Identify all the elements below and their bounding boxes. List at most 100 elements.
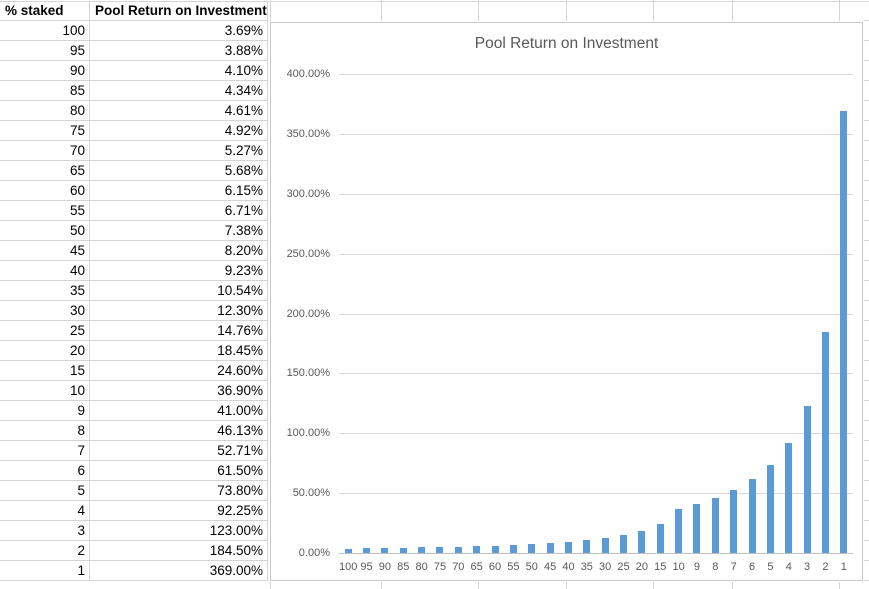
chart-bar-70[interactable] xyxy=(454,547,462,553)
cell-staked[interactable]: 15 xyxy=(0,361,90,380)
cell-roi[interactable]: 184.50% xyxy=(90,541,268,560)
cell-roi[interactable]: 4.10% xyxy=(90,61,268,80)
chart-bar-60[interactable] xyxy=(491,546,499,553)
cell-roi[interactable]: 123.00% xyxy=(90,521,268,540)
chart-bar-75[interactable] xyxy=(436,547,444,553)
chart-bar-7[interactable] xyxy=(730,490,738,553)
cell-roi[interactable]: 36.90% xyxy=(90,381,268,400)
chart-title[interactable]: Pool Return on Investment xyxy=(474,35,659,52)
cell-roi[interactable]: 3.69% xyxy=(90,21,268,40)
chart-bar-90[interactable] xyxy=(381,548,389,553)
header-cell-roi[interactable]: Pool Return on Investment xyxy=(90,1,268,20)
chart-bar-40[interactable] xyxy=(564,542,572,553)
cell-roi[interactable]: 4.92% xyxy=(90,121,268,140)
cell-roi[interactable]: 6.71% xyxy=(90,201,268,220)
cell-staked[interactable]: 1 xyxy=(0,561,90,580)
chart-bar-35[interactable] xyxy=(583,540,591,553)
chart-bar-2[interactable] xyxy=(821,332,829,553)
cell-roi[interactable]: 41.00% xyxy=(90,401,268,420)
cell-staked[interactable]: 6 xyxy=(0,461,90,480)
cell-staked[interactable]: 95 xyxy=(0,41,90,60)
sheet-gridline xyxy=(478,582,479,589)
cell-staked[interactable]: 55 xyxy=(0,201,90,220)
cell-staked[interactable]: 9 xyxy=(0,401,90,420)
chart-bar-9[interactable] xyxy=(693,504,701,553)
cell-staked[interactable]: 2 xyxy=(0,541,90,560)
cell-staked[interactable]: 20 xyxy=(0,341,90,360)
chart-bar-85[interactable] xyxy=(399,548,407,553)
cell-staked[interactable]: 10 xyxy=(0,381,90,400)
cell-roi[interactable]: 52.71% xyxy=(90,441,268,460)
sheet-gridline xyxy=(270,0,271,21)
cell-roi[interactable]: 92.25% xyxy=(90,501,268,520)
chart-bar-65[interactable] xyxy=(473,546,481,553)
cell-roi[interactable]: 12.30% xyxy=(90,301,268,320)
sheet-gridline xyxy=(478,0,479,21)
cell-staked[interactable]: 5 xyxy=(0,481,90,500)
cell-roi[interactable]: 4.61% xyxy=(90,101,268,120)
table-row: 6 61.50% xyxy=(0,461,268,481)
chart-bar-95[interactable] xyxy=(363,548,371,553)
cell-roi[interactable]: 7.38% xyxy=(90,221,268,240)
chart-bar-20[interactable] xyxy=(638,531,646,553)
cell-roi[interactable]: 5.27% xyxy=(90,141,268,160)
chart-bar-50[interactable] xyxy=(528,544,536,553)
cell-staked[interactable]: 35 xyxy=(0,281,90,300)
table-header-row: % staked Pool Return on Investment xyxy=(0,1,268,21)
cell-roi[interactable]: 6.15% xyxy=(90,181,268,200)
cell-staked[interactable]: 8 xyxy=(0,421,90,440)
chart-bar-8[interactable] xyxy=(711,498,719,553)
cell-roi[interactable]: 3.88% xyxy=(90,41,268,60)
cell-roi[interactable]: 8.20% xyxy=(90,241,268,260)
table-row: 10 36.90% xyxy=(0,381,268,401)
chart-bar-6[interactable] xyxy=(748,479,756,553)
cell-staked[interactable]: 65 xyxy=(0,161,90,180)
cell-staked[interactable]: 7 xyxy=(0,441,90,460)
cell-roi[interactable]: 46.13% xyxy=(90,421,268,440)
cell-staked[interactable]: 30 xyxy=(0,301,90,320)
chart-bar-4[interactable] xyxy=(785,443,793,553)
chart-bar-30[interactable] xyxy=(601,538,609,553)
cell-staked[interactable]: 50 xyxy=(0,221,90,240)
cell-staked[interactable]: 60 xyxy=(0,181,90,200)
x-axis-tick-label: 9 xyxy=(693,561,701,573)
chart-bar-55[interactable] xyxy=(509,545,517,553)
table-row: 15 24.60% xyxy=(0,361,268,381)
cell-roi[interactable]: 369.00% xyxy=(90,561,268,580)
cell-roi[interactable]: 4.34% xyxy=(90,81,268,100)
chart-bar-3[interactable] xyxy=(803,406,811,553)
chart-bar-15[interactable] xyxy=(656,524,664,553)
sheet-gridline xyxy=(839,0,840,21)
cell-staked[interactable]: 40 xyxy=(0,261,90,280)
cell-roi[interactable]: 10.54% xyxy=(90,281,268,300)
chart-bar-25[interactable] xyxy=(620,535,628,553)
chart-bar-5[interactable] xyxy=(766,465,774,553)
cell-staked[interactable]: 75 xyxy=(0,121,90,140)
cell-staked[interactable]: 90 xyxy=(0,61,90,80)
cell-staked[interactable]: 25 xyxy=(0,321,90,340)
cell-roi[interactable]: 61.50% xyxy=(90,461,268,480)
cell-roi[interactable]: 14.76% xyxy=(90,321,268,340)
cell-staked[interactable]: 3 xyxy=(0,521,90,540)
table-row: 70 5.27% xyxy=(0,141,268,161)
cell-staked[interactable]: 70 xyxy=(0,141,90,160)
chart-bar-80[interactable] xyxy=(418,547,426,553)
cell-staked[interactable]: 100 xyxy=(0,21,90,40)
cell-staked[interactable]: 45 xyxy=(0,241,90,260)
header-cell-staked[interactable]: % staked xyxy=(0,1,90,20)
chart-bar-1[interactable] xyxy=(840,111,848,553)
cell-staked[interactable]: 4 xyxy=(0,501,90,520)
cell-roi[interactable]: 24.60% xyxy=(90,361,268,380)
chart-bar-100[interactable] xyxy=(344,549,352,553)
x-axis-tick-label: 45 xyxy=(543,561,557,573)
cell-staked[interactable]: 80 xyxy=(0,101,90,120)
chart-bar-10[interactable] xyxy=(675,509,683,553)
chart-bar-45[interactable] xyxy=(546,543,554,553)
chart-object[interactable]: Pool Return on Investment 0.00% 50.00% 100… xyxy=(270,22,863,581)
cell-roi[interactable]: 5.68% xyxy=(90,161,268,180)
cell-staked[interactable]: 85 xyxy=(0,81,90,100)
table-row: 9 41.00% xyxy=(0,401,268,421)
cell-roi[interactable]: 18.45% xyxy=(90,341,268,360)
cell-roi[interactable]: 9.23% xyxy=(90,261,268,280)
cell-roi[interactable]: 73.80% xyxy=(90,481,268,500)
